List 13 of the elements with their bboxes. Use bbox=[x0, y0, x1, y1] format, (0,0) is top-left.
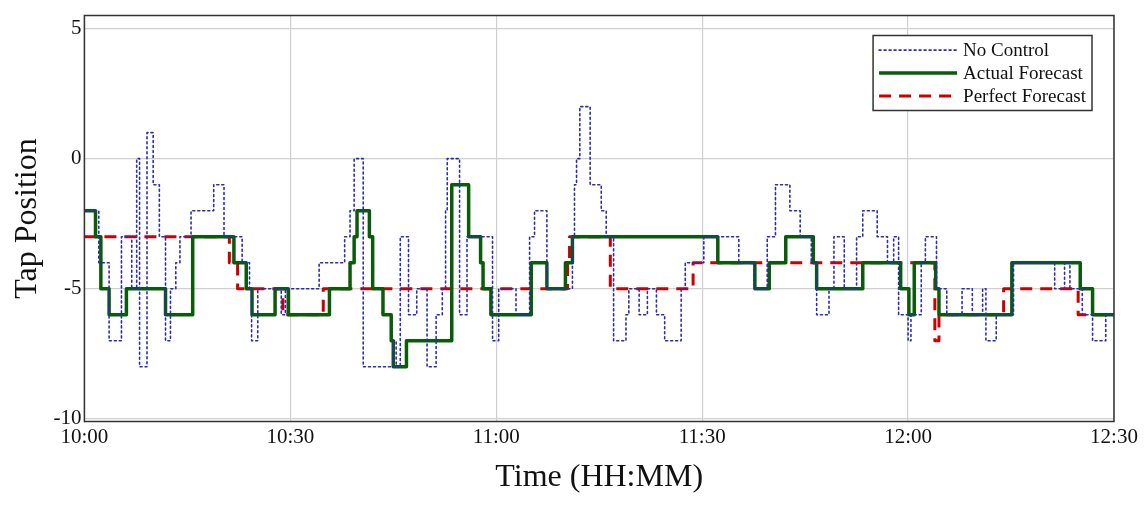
y-tick-label: 5 bbox=[70, 15, 82, 40]
y-tick-label: 0 bbox=[70, 145, 82, 170]
x-tick-label: 12:30 bbox=[1090, 423, 1138, 448]
y-tick-label: -5 bbox=[63, 275, 82, 300]
x-tick-label: 12:00 bbox=[884, 423, 932, 448]
legend-label: Perfect Forecast bbox=[963, 85, 1087, 107]
legend-label: No Control bbox=[963, 39, 1050, 61]
x-tick-label: 11:30 bbox=[678, 423, 726, 448]
x-tick-label: 10:30 bbox=[266, 423, 315, 448]
y-axis-title: Tap Position bbox=[6, 138, 43, 299]
legend-label: Actual Forecast bbox=[963, 62, 1084, 84]
x-tick-label: 11:00 bbox=[472, 423, 520, 448]
x-axis-title: Time (HH:MM) bbox=[495, 457, 704, 494]
